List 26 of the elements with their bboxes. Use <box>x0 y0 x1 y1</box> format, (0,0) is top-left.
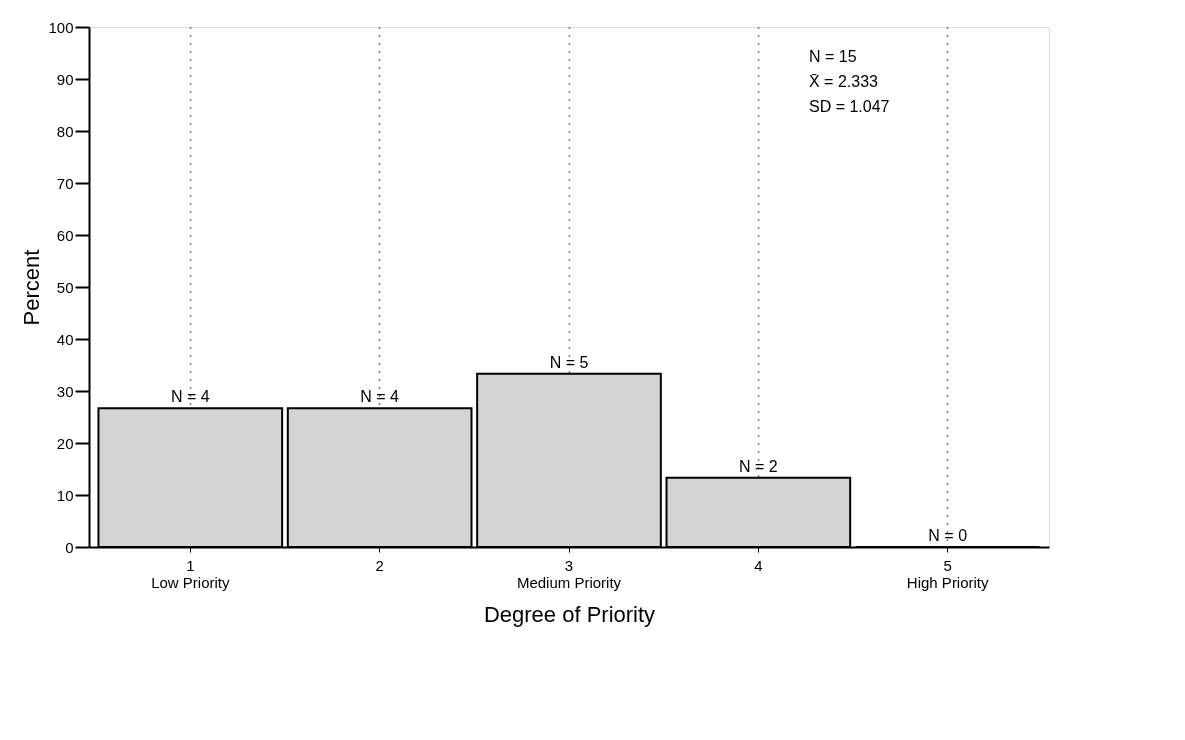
y-tick-label: 80 <box>56 122 74 140</box>
x-tick-label: 5 High Priority <box>906 556 990 591</box>
annotation: N = 2 <box>739 457 778 475</box>
annotation: N = 15 <box>809 48 857 65</box>
y-tick-label: 90 <box>56 70 74 88</box>
y-tick-label: 40 <box>56 330 74 348</box>
y-tick-label: 30 <box>56 382 74 400</box>
y-axis-title: Percent <box>19 249 45 326</box>
y-tick-label: 20 <box>56 434 74 452</box>
x-tick-label: 1 Low Priority <box>151 556 230 591</box>
y-tick-label: 50 <box>56 278 74 296</box>
y-tick-label: 70 <box>56 174 74 192</box>
y-tick-label: 60 <box>56 226 74 244</box>
x-tick-label: 3 Medium Priority <box>516 556 622 591</box>
x-tick-label: 4 <box>754 556 763 574</box>
annotation: N = 4 <box>170 388 210 406</box>
annotation: N = 4 <box>360 388 400 406</box>
y-tick-label: 10 <box>56 486 74 504</box>
x-axis-title: Degree of Priority <box>483 601 656 627</box>
annotation: X̄ = 2.333 <box>809 73 879 90</box>
annotation: SD = 1.047 <box>809 98 890 115</box>
annotation: N = 5 <box>549 353 589 371</box>
x-tick-label: 2 <box>375 556 384 574</box>
y-tick-label: 100 <box>48 18 74 36</box>
y-tick-label: 0 <box>65 538 74 556</box>
annotation: N = 0 <box>928 527 968 544</box>
